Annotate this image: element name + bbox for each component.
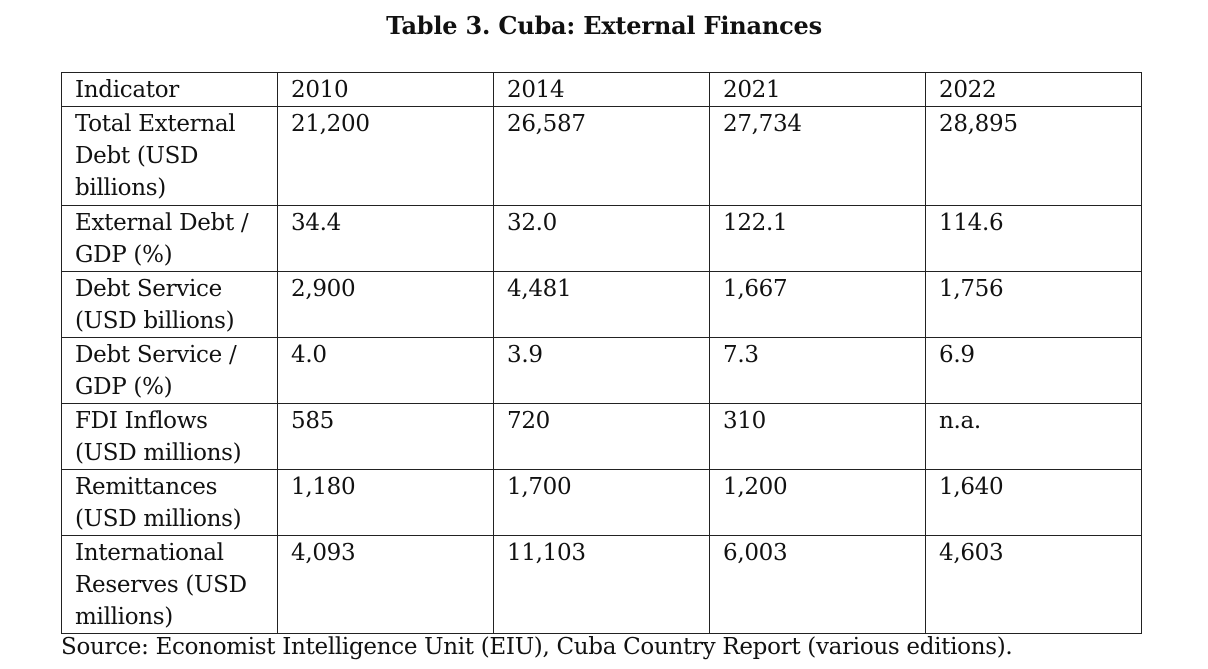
table-cell: 2,900 — [277, 271, 494, 338]
table-cell: 34.4 — [277, 205, 494, 272]
table-cell: 7.3 — [709, 337, 926, 404]
external-finances-table: Indicator 2010 2014 2021 2022 Total Exte… — [61, 72, 1142, 634]
table-cell: 6,003 — [709, 535, 926, 634]
table-cell: 4.0 — [277, 337, 494, 404]
table-cell: 1,200 — [709, 469, 926, 536]
source-note: Source: Economist Intelligence Unit (EIU… — [61, 634, 1013, 660]
table-cell: 26,587 — [493, 106, 710, 206]
table-row: Debt Service (USD billions) 2,900 4,481 … — [61, 271, 1142, 338]
table-cell: 1,667 — [709, 271, 926, 338]
header-indicator: Indicator — [61, 72, 278, 107]
table-cell: 21,200 — [277, 106, 494, 206]
row-label: International Reserves (USD millions) — [61, 535, 278, 634]
table-cell: 1,756 — [925, 271, 1142, 338]
table-cell: 28,895 — [925, 106, 1142, 206]
header-2021: 2021 — [709, 72, 926, 107]
table-cell: 27,734 — [709, 106, 926, 206]
table-cell: n.a. — [925, 403, 1142, 470]
header-2014: 2014 — [493, 72, 710, 107]
table-row: FDI Inflows (USD millions) 585 720 310 n… — [61, 403, 1142, 470]
header-row: Indicator 2010 2014 2021 2022 — [61, 72, 1142, 107]
row-label: Debt Service / GDP (%) — [61, 337, 278, 404]
table-cell: 720 — [493, 403, 710, 470]
header-2022: 2022 — [925, 72, 1142, 107]
row-label: FDI Inflows (USD millions) — [61, 403, 278, 470]
table-cell: 114.6 — [925, 205, 1142, 272]
table-cell: 1,640 — [925, 469, 1142, 536]
table-row: External Debt / GDP (%) 34.4 32.0 122.1 … — [61, 205, 1142, 272]
table-cell: 11,103 — [493, 535, 710, 634]
table-row: Remittances (USD millions) 1,180 1,700 1… — [61, 469, 1142, 536]
table-cell: 4,481 — [493, 271, 710, 338]
table-row: International Reserves (USD millions) 4,… — [61, 535, 1142, 634]
table-cell: 1,180 — [277, 469, 494, 536]
table-cell: 122.1 — [709, 205, 926, 272]
table-cell: 585 — [277, 403, 494, 470]
table-cell: 4,603 — [925, 535, 1142, 634]
table-cell: 6.9 — [925, 337, 1142, 404]
table-cell: 310 — [709, 403, 926, 470]
row-label: Total External Debt (USD billions) — [61, 106, 278, 206]
table-cell: 1,700 — [493, 469, 710, 536]
table-row: Total External Debt (USD billions) 21,20… — [61, 106, 1142, 206]
table-row: Debt Service / GDP (%) 4.0 3.9 7.3 6.9 — [61, 337, 1142, 404]
row-label: Remittances (USD millions) — [61, 469, 278, 536]
row-label: Debt Service (USD billions) — [61, 271, 278, 338]
table-cell: 4,093 — [277, 535, 494, 634]
header-2010: 2010 — [277, 72, 494, 107]
table-title: Table 3. Cuba: External Finances — [386, 11, 822, 40]
table-cell: 32.0 — [493, 205, 710, 272]
table-cell: 3.9 — [493, 337, 710, 404]
row-label: External Debt / GDP (%) — [61, 205, 278, 272]
